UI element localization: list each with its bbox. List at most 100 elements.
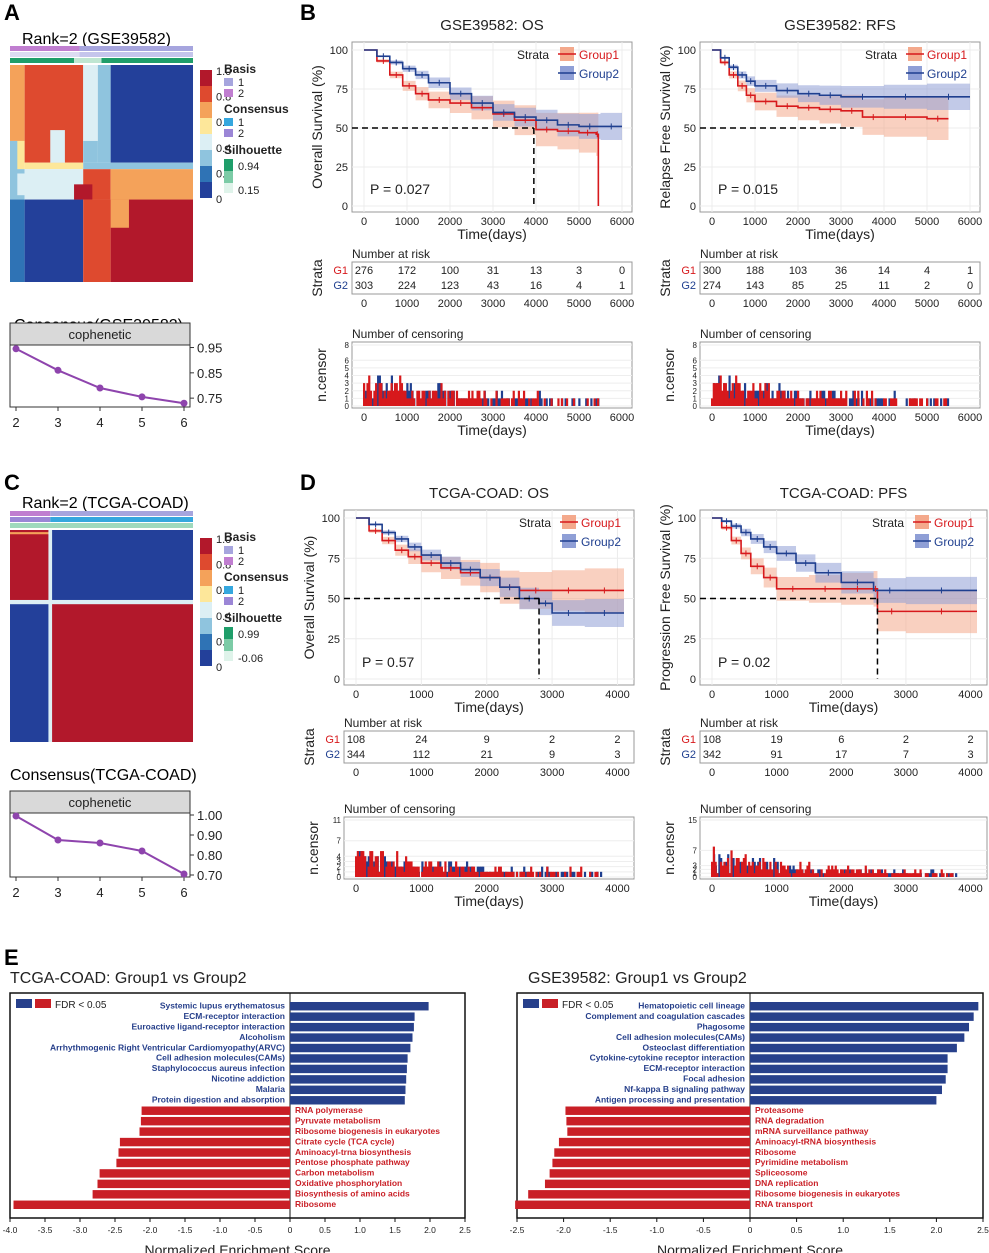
risk-g2-count: 4: [576, 280, 582, 292]
km-x-tick: 4000: [872, 216, 896, 228]
gsea-bar-up: [290, 1002, 429, 1011]
censor-bar-group1: [833, 398, 836, 406]
censor-bar-group1: [781, 390, 784, 406]
censor-bar-group1: [501, 871, 504, 877]
censor-bar-group2: [541, 866, 544, 877]
gsea-x-tick: 0: [288, 1225, 293, 1235]
color-scale-step: [200, 538, 212, 554]
risk-g2-count: 85: [792, 280, 804, 292]
censor-bar-group1: [714, 383, 717, 406]
censor-bar-group1: [769, 398, 772, 406]
censor-bar-group1: [531, 398, 534, 406]
km-y-tick: 50: [336, 123, 348, 135]
censor-bar-group1: [832, 869, 836, 877]
censor-bar-group1: [505, 398, 508, 406]
gsea-x-tick: -4.0: [3, 1225, 18, 1235]
censor-bar-group2: [425, 390, 428, 406]
censor-bar-group1: [774, 398, 777, 406]
legend-silhouette-low: [224, 651, 233, 661]
censor-bar-group1: [838, 873, 841, 877]
censor-bar-group1: [920, 398, 924, 406]
censor-bar-group1: [779, 398, 782, 406]
km-x-tick: 6000: [958, 216, 982, 228]
censor-bar-group1: [800, 398, 803, 406]
censor-bar-group2: [869, 398, 872, 406]
censor-bar-group1: [447, 390, 450, 406]
censor-bar-group1: [870, 390, 874, 406]
censor-bar-group1: [737, 858, 740, 877]
risk-g1-count: 0: [619, 265, 625, 277]
heatmap-title-gse: Rank=2 (GSE39582): [22, 31, 171, 48]
censor-x-tick: 2000: [829, 883, 853, 895]
censor-bar-group1: [931, 873, 935, 877]
censor-bar-group1: [951, 873, 954, 877]
km-x-label: Time(days): [805, 226, 875, 242]
risk-g2-count: 21: [481, 749, 493, 761]
censor-bar-group1: [719, 861, 723, 877]
gsea-x-tick: -2.5: [108, 1225, 123, 1235]
censor-bar-group1: [467, 390, 471, 406]
censor-bar-group2: [933, 398, 936, 406]
censor-bar-group1: [397, 866, 401, 877]
censor-bar-group1: [812, 398, 815, 406]
censor-bar-group1: [865, 390, 868, 406]
heatmap-cell: [17, 173, 25, 196]
censor-bar-group1: [797, 869, 800, 877]
x-tick-label: 2: [12, 415, 19, 430]
censor-bar-group1: [827, 865, 830, 877]
censor-bar-group1: [795, 869, 798, 877]
risk-g2-count: 3: [614, 749, 620, 761]
heatmap-cell: [24, 169, 84, 200]
censor-bar-group2: [526, 398, 529, 406]
gsea-bar-label: Alcoholism: [239, 1032, 285, 1042]
risk-x-tick: 2000: [829, 767, 853, 779]
risk-x-tick: 2000: [438, 298, 462, 310]
x-tick-label: 5: [138, 415, 145, 430]
censor-bar-group2: [560, 871, 563, 877]
censor-bar-group2: [481, 398, 485, 406]
censor-bar-group1: [526, 871, 529, 877]
censor-bar-group1: [934, 398, 937, 406]
censor-x-tick: 3000: [540, 883, 564, 895]
censor-bar-group1: [430, 398, 433, 406]
censor-bar-group1: [510, 871, 513, 877]
gsea-bar-label: Pyruvate metabolism: [295, 1115, 381, 1125]
censor-bar-group1: [877, 869, 880, 877]
censor-bar-group1: [736, 383, 739, 406]
censor-y-tick: 6: [345, 356, 350, 365]
censor-bar-group2: [497, 398, 500, 406]
risk-g1-count: 19: [771, 734, 783, 746]
censor-bar-group1: [878, 869, 882, 877]
censor-bar-group2: [549, 398, 552, 406]
censor-bar-group2: [530, 398, 533, 406]
censor-bar-group1: [841, 398, 844, 406]
censor-bar-group1: [528, 871, 531, 877]
km-curve-group1: [364, 49, 600, 206]
risk-table-frame: [699, 730, 988, 764]
censor-bar-group2: [383, 856, 386, 877]
censor-bar-group1: [797, 390, 800, 406]
gsea-bar-label: Carbon metabolism: [295, 1168, 375, 1178]
risk-g1-count: 276: [355, 265, 373, 277]
censor-bar-group1: [443, 390, 447, 406]
color-scale-step: [200, 618, 212, 634]
censor-bar-group1: [824, 873, 827, 877]
censor-bar-group2: [514, 398, 517, 406]
censor-bar-group1: [735, 858, 738, 877]
legend-swatch-consensus-2: [224, 597, 233, 605]
km-y-label: Overall Survival (%): [301, 536, 317, 660]
km-legend-title: Strata: [872, 516, 904, 530]
censor-bar-group2: [819, 869, 822, 877]
gsea-bar-up: [750, 1002, 979, 1011]
censor-bar-group1: [829, 869, 832, 877]
gsea-bar-down: [118, 1148, 290, 1157]
censor-bar-group1: [464, 398, 467, 406]
censor-bar-group1: [399, 375, 402, 406]
censor-bar-group1: [508, 871, 511, 877]
censor-y-tick: 6: [693, 356, 698, 365]
gsea-bar-label: ECM-receptor interaction: [643, 1063, 745, 1073]
gsea-bar-up: [290, 1022, 414, 1032]
censor-bar-group1: [866, 873, 869, 877]
